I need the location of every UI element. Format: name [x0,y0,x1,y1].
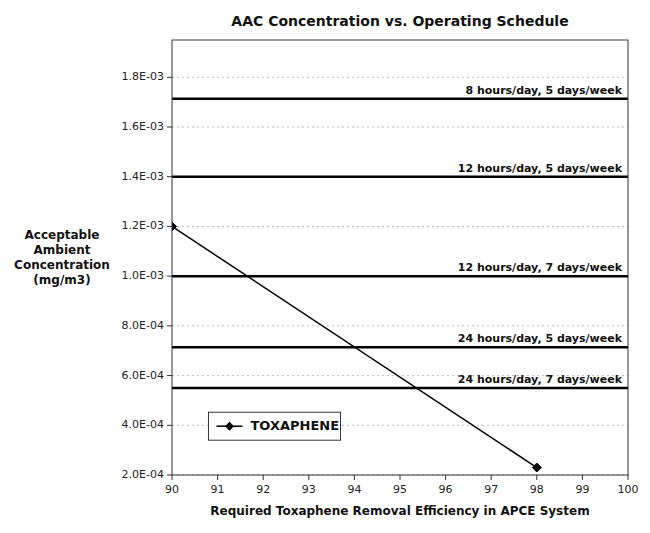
reference-line [172,175,628,178]
series-marker [532,463,541,472]
x-tick-label: 94 [347,483,361,496]
legend-swatch-marker [225,422,234,431]
reference-label: 12 hours/day, 7 days/week [458,261,623,274]
legend-label: TOXAPHENE [250,418,339,433]
reference-line [172,275,628,278]
y-tick [167,325,172,326]
y-tick-label: 2.0E-04 [122,468,164,481]
x-tick-label: 91 [211,483,225,496]
grid-line [172,176,628,177]
reference-labels: 8 hours/day, 5 days/week 12 hours/day, 5 … [458,84,623,386]
x-tick [217,475,218,480]
x-tick [582,475,583,480]
y-tick [167,127,172,128]
y-tick-label: 1.0E-03 [122,269,164,282]
y-axis-label-line: Acceptable [25,228,100,242]
y-axis: 2.0E-04 4.0E-04 6.0E-04 8.0E-04 1.0E-03 1.2E-… [122,70,172,481]
reference-label: 24 hours/day, 5 days/week [458,332,623,345]
x-axis-label: Required Toxaphene Removal Efficiency in… [210,504,589,518]
y-tick [167,375,172,376]
y-tick [167,475,172,476]
x-tick [308,475,309,480]
y-tick-label: 8.0E-04 [122,319,164,332]
y-tick [167,425,172,426]
reference-line [172,346,628,349]
y-axis-label-line: (mg/m3) [33,273,90,287]
x-tick [172,475,173,480]
y-tick-label: 1.8E-03 [122,70,164,83]
legend: TOXAPHENE [208,412,340,440]
y-tick-label: 1.6E-03 [122,120,164,133]
x-tick-label: 99 [575,483,589,496]
y-axis-label-line: Ambient [34,243,91,257]
x-tick [445,475,446,480]
x-tick-label: 92 [256,483,270,496]
y-tick [167,176,172,177]
reference-line [172,97,628,100]
y-tick-label: 6.0E-04 [122,369,164,382]
y-axis-label: AcceptableAmbientConcentration(mg/m3) [14,228,110,287]
y-axis-label-line: Concentration [14,258,110,272]
reference-label: 24 hours/day, 7 days/week [458,373,623,386]
reference-label: 12 hours/day, 5 days/week [458,162,623,175]
plot-data [172,99,628,472]
reference-line [172,387,628,390]
y-tick-label: 1.2E-03 [122,219,164,232]
grid-line [172,127,628,128]
y-tick [167,276,172,277]
x-tick [400,475,401,480]
series-marker [172,222,177,231]
plot-frame [172,40,628,475]
x-tick-label: 93 [302,483,316,496]
x-tick-label: 100 [618,483,639,496]
y-tick [167,77,172,78]
x-tick [628,475,629,480]
grid [172,77,628,475]
chart: 2.0E-04 4.0E-04 6.0E-04 8.0E-04 1.0E-03 1.2E-… [0,0,650,533]
title: AAC Concentration vs. Operating Schedule [231,13,568,29]
grid-line [172,325,628,326]
y-tick-label: 4.0E-04 [122,418,164,431]
plot-background [172,40,628,475]
grid-line [172,77,628,78]
x-tick-label: 96 [439,483,453,496]
x-tick [263,475,264,480]
x-tick [491,475,492,480]
grid-line [172,226,628,227]
y-tick [167,226,172,227]
x-tick [536,475,537,480]
x-tick-label: 95 [393,483,407,496]
x-tick-label: 90 [165,483,179,496]
x-tick-label: 97 [484,483,498,496]
grid-line [172,276,628,277]
x-axis: 90 91 92 93 94 95 96 97 98 99 100 [165,475,639,496]
reference-label: 8 hours/day, 5 days/week [465,84,622,97]
legend-box [208,412,340,440]
y-tick-label: 1.4E-03 [122,170,164,183]
x-tick-label: 98 [530,483,544,496]
x-tick [354,475,355,480]
